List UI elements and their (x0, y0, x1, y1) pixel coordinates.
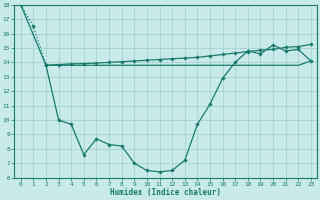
X-axis label: Humidex (Indice chaleur): Humidex (Indice chaleur) (110, 188, 221, 197)
